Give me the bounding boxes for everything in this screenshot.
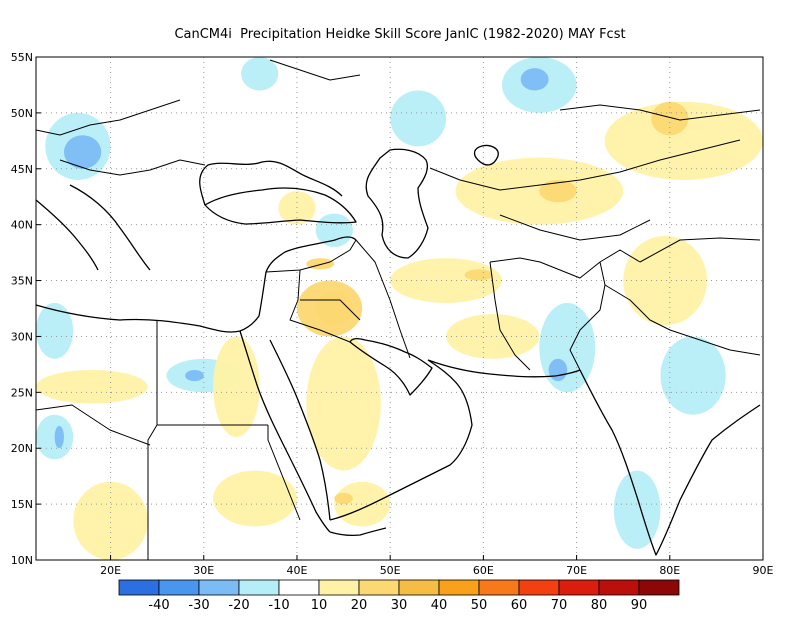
- colorbar-swatch: [398, 579, 440, 596]
- shaded-region: [315, 291, 353, 326]
- shaded-region: [660, 336, 726, 415]
- colorbar-label: -10: [268, 598, 289, 613]
- lat-tick-label: 25N: [11, 386, 33, 399]
- shaded-region: [334, 481, 391, 527]
- lat-tick-label: 10N: [11, 554, 33, 567]
- shaded-region: [623, 235, 708, 326]
- shaded-region: [539, 302, 596, 393]
- colorbar-swatch: [558, 579, 600, 596]
- lat-tick-label: 40N: [11, 219, 33, 232]
- lon-tick-label: 90E: [753, 564, 774, 577]
- lon-tick-label: 70E: [566, 564, 587, 577]
- lon-tick-label: 40E: [286, 564, 307, 577]
- shaded-region: [36, 369, 148, 404]
- colorbar-swatch: [478, 579, 520, 596]
- coastline-india: [579, 369, 761, 556]
- coastline-black-sea-north: [199, 160, 343, 206]
- colorbar-label: 10: [311, 598, 328, 613]
- shaded-region: [36, 302, 74, 359]
- coastline-north-africa: [35, 304, 260, 333]
- colorbar-swatch: [198, 579, 240, 596]
- lon-tick-label: 80E: [659, 564, 680, 577]
- colorbar-swatch: [438, 579, 480, 596]
- colorbar-label: 50: [471, 598, 488, 613]
- map-frame: [35, 56, 764, 561]
- shaded-region: [63, 135, 102, 169]
- colorbar-label: 80: [591, 598, 608, 613]
- shaded-region: [334, 492, 353, 505]
- colorbar-swatch: [358, 579, 400, 596]
- colorbar-label: 40: [431, 598, 448, 613]
- shaded-region: [213, 336, 260, 438]
- caspian-sea: [365, 148, 429, 259]
- lon-tick-label: 50E: [380, 564, 401, 577]
- colorbar-swatch: [598, 579, 640, 596]
- coastline-black-sea: [204, 187, 357, 225]
- coastline-iran-south: [427, 359, 581, 378]
- shaded-region: [651, 101, 689, 136]
- shaded-region: [520, 68, 549, 91]
- axis-tick-labels: 20E 30E 40E 50E 60E 70E 80E 90E 55N 50N 45N 40N 35N 3…: [11, 51, 774, 577]
- colorbar-label: -40: [148, 598, 169, 613]
- coastline-italy: [35, 199, 99, 271]
- colorbar-swatch: [238, 579, 280, 596]
- lon-tick-label: 60E: [473, 564, 494, 577]
- colorbar-swatch: [318, 579, 360, 596]
- shaded-region: [315, 213, 353, 248]
- lat-tick-label: 45N: [11, 163, 33, 176]
- shaded-region: [613, 470, 661, 549]
- colorbar-swatch: [638, 579, 680, 596]
- figure-title: CanCM4i Precipitation Heidke Skill Score…: [174, 27, 626, 42]
- lat-tick-label: 35N: [11, 275, 33, 288]
- lat-tick-label: 50N: [11, 107, 33, 120]
- colorbar-label: -30: [188, 598, 209, 613]
- shaded-region: [390, 90, 447, 147]
- lat-tick-label: 20N: [11, 442, 33, 455]
- shaded-region: [306, 336, 381, 471]
- colorbar-swatch: [518, 579, 560, 596]
- lon-tick-label: 30E: [193, 564, 214, 577]
- shaded-region: [213, 470, 297, 527]
- shaded-region: [464, 269, 493, 281]
- coastline-horn-africa: [329, 527, 387, 537]
- shaded-region: [73, 481, 148, 560]
- coastline-africa-red-sea: [239, 330, 331, 533]
- coastlines-and-borders: [35, 59, 761, 560]
- dotted-gridlines: [36, 57, 763, 560]
- colorbar-label: 70: [551, 598, 568, 613]
- country-borders: [35, 59, 761, 560]
- shaded-region: [185, 369, 204, 382]
- skill-shading-layer: [36, 57, 763, 560]
- colorbar-swatch: [158, 579, 200, 596]
- shaded-region: [446, 314, 540, 359]
- shaded-region: [241, 57, 279, 91]
- colorbar-label: 60: [511, 598, 528, 613]
- coastline-balkans: [69, 184, 151, 271]
- colorbar-label: 30: [391, 598, 408, 613]
- shaded-region: [54, 425, 64, 449]
- colorbar-swatch: [118, 579, 160, 596]
- lon-tick-label: 20E: [100, 564, 121, 577]
- colorbar: -40 -30 -20 -10 10 20 30 40 50 60 70 80 90: [118, 579, 680, 613]
- aral-sea: [473, 144, 499, 166]
- colorbar-swatch: [278, 579, 320, 596]
- shaded-region: [539, 179, 577, 203]
- shaded-region: [548, 358, 568, 382]
- colorbar-label: 90: [631, 598, 648, 613]
- shaded-region: [604, 101, 763, 180]
- lat-tick-label: 15N: [11, 498, 33, 511]
- lat-tick-label: 55N: [11, 51, 33, 64]
- coastline-levant-turkey: [258, 236, 357, 317]
- coastline-arabia-west: [269, 339, 331, 521]
- coastline-arabia-south: [329, 359, 473, 521]
- coastline-persian-gulf: [349, 338, 433, 396]
- colorbar-label: -20: [228, 598, 249, 613]
- shaded-region: [455, 157, 624, 225]
- colorbar-label: 20: [351, 598, 368, 613]
- lat-tick-label: 30N: [11, 330, 33, 343]
